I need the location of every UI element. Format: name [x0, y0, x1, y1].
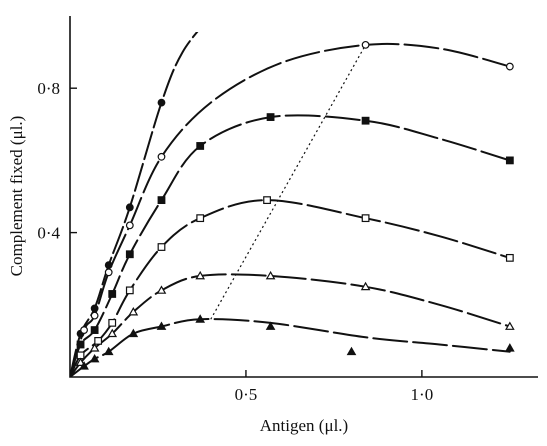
- series-curve-filled-triangle: [70, 318, 511, 377]
- data-point-open-triangle: [75, 357, 86, 367]
- data-point-open-circle: [90, 311, 99, 320]
- data-point-open-triangle: [265, 270, 276, 280]
- data-point-filled-triangle: [89, 353, 100, 363]
- data-point-open-circle: [361, 40, 370, 49]
- data-point-filled-square: [196, 142, 205, 150]
- data-point-filled-triangle: [79, 361, 89, 370]
- data-point-open-square: [157, 243, 166, 251]
- data-point-filled-circle: [104, 261, 113, 269]
- data-point-filled-triangle: [195, 314, 206, 323]
- axis-frame: [69, 16, 538, 378]
- data-point-open-square: [196, 214, 205, 223]
- data-point-open-square: [361, 214, 370, 223]
- data-point-open-circle: [80, 326, 88, 334]
- series-curve-open-square: [70, 199, 511, 377]
- data-point-open-triangle: [505, 321, 515, 330]
- data-point-filled-circle: [157, 98, 166, 107]
- data-point-open-square: [94, 337, 103, 345]
- data-point-open-circle: [157, 152, 166, 161]
- data-point-filled-square: [157, 196, 166, 205]
- data-point-open-triangle: [360, 281, 371, 291]
- data-point-filled-triangle: [156, 321, 167, 330]
- y-tick-label: 0·8: [37, 79, 60, 98]
- x-tick-label: 1·0: [411, 385, 434, 404]
- data-point-open-square: [263, 196, 271, 205]
- data-point-open-triangle: [195, 270, 206, 280]
- series-curve-filled-square: [70, 114, 511, 377]
- data-point-open-circle: [104, 268, 113, 277]
- data-point-filled-triangle: [103, 346, 114, 356]
- data-point-open-circle: [505, 62, 514, 71]
- data-point-open-square: [505, 253, 514, 262]
- data-point-open-triangle: [156, 285, 167, 294]
- axes: [69, 16, 538, 378]
- series-curve-filled-circle: [70, 32, 199, 377]
- data-point-open-square: [125, 286, 134, 295]
- data-point-filled-square: [125, 250, 134, 259]
- y-tick-label: 0·4: [37, 224, 60, 243]
- y-axis-title: Complement fixed (μl.): [7, 116, 26, 277]
- x-axis-title: Antigen (μl.): [260, 416, 348, 435]
- series-curve-open-circle: [70, 42, 511, 377]
- data-point-filled-square: [361, 116, 370, 125]
- data-point-open-circle: [125, 221, 134, 230]
- data-point-filled-circle: [90, 304, 99, 313]
- data-point-open-square: [108, 318, 117, 327]
- series-markers: [75, 40, 515, 370]
- data-point-filled-square: [505, 156, 514, 165]
- data-point-filled-square: [76, 340, 85, 349]
- data-point-filled-triangle: [346, 346, 357, 356]
- data-point-filled-circle: [125, 203, 134, 212]
- data-point-open-triangle: [89, 343, 100, 352]
- data-point-filled-square: [108, 290, 117, 298]
- data-point-filled-square: [90, 326, 99, 334]
- data-point-filled-triangle: [128, 328, 139, 338]
- data-point-open-triangle: [128, 307, 139, 316]
- ticks: 0·5 1·0 0·4 0·8: [37, 79, 433, 404]
- series-curves: [70, 32, 511, 377]
- series-curve-open-triangle: [70, 273, 511, 377]
- x-tick-label: 0·5: [235, 385, 258, 404]
- data-point-open-triangle: [107, 328, 118, 338]
- data-point-filled-triangle: [505, 343, 515, 352]
- data-point-filled-square: [266, 113, 275, 121]
- data-point-filled-triangle: [265, 321, 276, 330]
